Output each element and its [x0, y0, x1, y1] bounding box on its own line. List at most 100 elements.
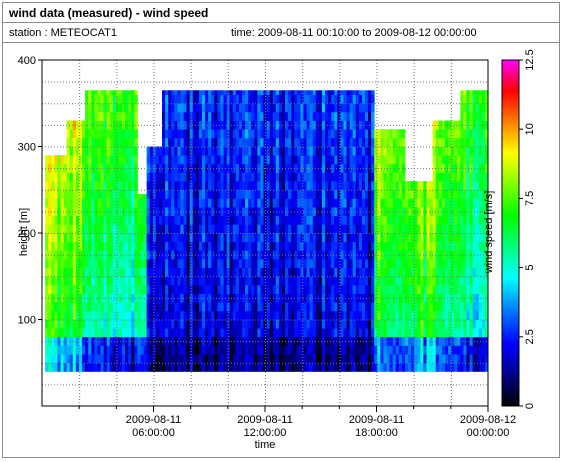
heatmap-cell — [401, 276, 406, 286]
heatmap-cell — [78, 172, 83, 182]
heatmap-cell — [269, 90, 274, 95]
heatmap-cell — [78, 258, 83, 268]
heatmap-cell — [195, 163, 200, 173]
heatmap-cell — [291, 233, 295, 243]
heatmap-cell — [291, 137, 295, 147]
heatmap-cell — [202, 90, 206, 95]
heatmap-cell — [109, 267, 114, 277]
heatmap-cell — [448, 310, 452, 320]
heatmap-cell — [448, 137, 452, 147]
heatmap-cell — [180, 224, 184, 234]
heatmap-cell — [285, 328, 289, 338]
heatmap-cell — [321, 319, 326, 329]
heatmap-cell — [48, 328, 52, 338]
heatmap-cell — [278, 241, 283, 251]
heatmap-cell — [438, 215, 443, 225]
heatmap-cell — [368, 215, 372, 225]
heatmap-cell — [183, 345, 188, 355]
heatmap-cell — [91, 111, 95, 121]
heatmap-cell — [198, 345, 203, 355]
heatmap-cell — [411, 241, 415, 251]
heatmap-cell — [63, 302, 68, 312]
heatmap-cell — [260, 233, 264, 243]
heatmap-cell — [202, 189, 206, 199]
heatmap-cell — [451, 198, 455, 208]
axes: 1002003004002009-08-1106:00:002009-08-11… — [18, 55, 517, 439]
heatmap-cell — [223, 155, 228, 165]
heatmap-cell — [208, 111, 212, 121]
heatmap-cell — [395, 146, 400, 156]
heatmap-cell — [180, 293, 184, 303]
heatmap-cell — [309, 103, 314, 113]
heatmap-cell — [97, 241, 101, 251]
heatmap-cell — [294, 90, 298, 95]
heatmap-cell — [475, 224, 480, 234]
heatmap-cell — [426, 310, 430, 320]
heatmap-cell — [386, 181, 390, 191]
heatmap-cell — [321, 224, 326, 234]
heatmap-cell — [380, 146, 384, 156]
heatmap-cell — [214, 319, 218, 329]
heatmap-cell — [306, 336, 311, 346]
heatmap-cell — [94, 319, 98, 329]
heatmap-cell — [241, 319, 246, 329]
heatmap-cell — [272, 172, 277, 182]
heatmap-cell — [297, 336, 301, 346]
heatmap-cell — [155, 284, 160, 294]
heatmap-cell — [269, 293, 274, 303]
heatmap-cell — [257, 258, 261, 268]
heatmap-cell — [205, 120, 209, 130]
heatmap-cell — [478, 90, 483, 95]
heatmap-cell — [155, 181, 160, 191]
heatmap-cell — [448, 302, 452, 312]
heatmap-cell — [389, 258, 394, 268]
heatmap-cell — [272, 146, 277, 156]
heatmap-cell — [352, 310, 357, 320]
heatmap-cell — [205, 354, 209, 364]
heatmap-cell — [380, 276, 384, 286]
heatmap-cell — [272, 276, 277, 286]
heatmap-cell — [448, 215, 452, 225]
heatmap-cell — [211, 129, 215, 139]
heatmap-cell — [281, 258, 286, 268]
heatmap-cell — [275, 250, 280, 260]
heatmap-cell — [288, 207, 292, 217]
heatmap-cell — [315, 146, 320, 156]
heatmap-cell — [131, 258, 135, 268]
heatmap-cell — [266, 155, 271, 165]
heatmap-cell — [297, 146, 301, 156]
heatmap-cell — [192, 354, 197, 364]
heatmap-cell — [404, 302, 409, 312]
heatmap-cell — [72, 137, 77, 147]
heatmap-cell — [152, 250, 157, 260]
heatmap-cell — [383, 336, 387, 346]
heatmap-cell — [441, 302, 446, 312]
heatmap-cell — [321, 302, 326, 312]
heatmap-cell — [269, 241, 274, 251]
heatmap-cell — [189, 181, 194, 191]
heatmap-cell — [383, 172, 387, 182]
heatmap-cell — [97, 310, 101, 320]
heatmap-cell — [106, 146, 111, 156]
heatmap-cell — [438, 345, 443, 355]
heatmap-cell — [297, 267, 301, 277]
heatmap-cell — [143, 319, 148, 329]
heatmap-cell — [226, 258, 231, 268]
heatmap-cell — [115, 276, 120, 286]
heatmap-cell — [346, 345, 351, 355]
heatmap-cell — [444, 310, 449, 320]
heatmap-cell — [315, 172, 320, 182]
time-range-label: time: 2009-08-11 00:10:00 to 2009-08-12 … — [231, 27, 477, 39]
heatmap-cell — [281, 94, 286, 104]
heatmap-cell — [380, 233, 384, 243]
heatmap-cell — [294, 233, 298, 243]
heatmap-cell — [275, 224, 280, 234]
heatmap-cell — [303, 276, 307, 286]
heatmap-cell — [328, 224, 332, 234]
heatmap-cell — [189, 189, 194, 199]
heatmap-cell — [128, 276, 132, 286]
heatmap-cell — [441, 189, 446, 199]
heatmap-cell — [325, 345, 329, 355]
heatmap-cell — [466, 354, 470, 364]
heatmap-cell — [214, 129, 218, 139]
